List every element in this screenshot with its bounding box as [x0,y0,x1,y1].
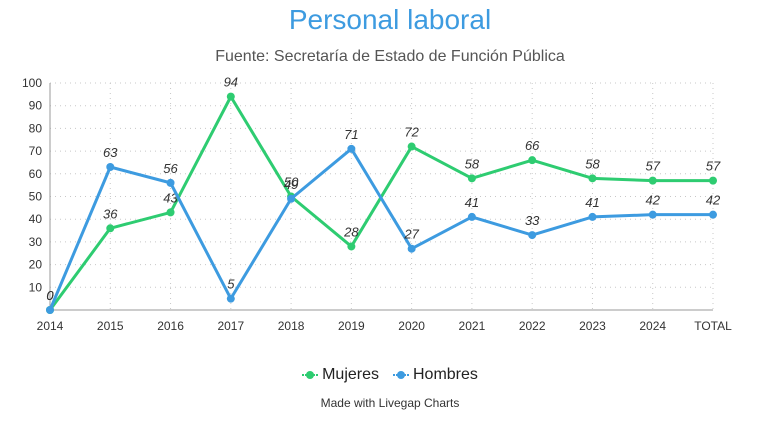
y-tick-label: 10 [29,280,43,294]
data-label-hombres: 5 [227,277,235,292]
y-tick-label: 20 [29,258,43,272]
data-label-hombres: 27 [403,227,419,242]
data-point-mujeres [588,174,597,183]
data-label-mujeres: 58 [585,156,600,171]
y-tick-label: 90 [29,99,43,113]
data-label-hombres: 0 [46,288,54,303]
x-tick-label: 2017 [217,319,244,333]
data-label-mujeres: 50 [284,175,299,190]
data-label-mujeres: 66 [525,138,540,153]
data-point-hombres [226,294,235,303]
data-point-hombres [287,194,296,203]
data-label-hombres: 49 [284,177,298,192]
x-tick-label: 2014 [37,319,64,333]
y-tick-label: 100 [22,76,42,90]
data-point-hombres [709,210,717,219]
data-label-hombres: 56 [163,161,178,176]
x-tick-label: 2019 [338,319,365,333]
data-label-mujeres: 36 [103,206,118,221]
data-point-mujeres [106,224,115,233]
data-point-hombres [46,306,54,314]
legend-label-mujeres: Mujeres [322,366,379,383]
data-label-hombres: 71 [344,127,358,142]
data-label-mujeres: 28 [343,224,359,239]
y-tick-label: 50 [29,190,43,204]
x-tick-label: 2022 [519,319,546,333]
data-label-hombres: 41 [585,195,599,210]
chart-subtitle: Fuente: Secretaría de Estado de Función … [215,48,565,65]
data-label-mujeres: 57 [706,159,721,174]
data-label-mujeres: 58 [465,156,480,171]
data-point-hombres [648,210,657,219]
data-point-mujeres [347,242,356,251]
y-tick-label: 30 [29,235,43,249]
data-label-hombres: 41 [465,195,479,210]
y-tick-label: 80 [29,121,43,135]
data-label-mujeres: 57 [645,159,660,174]
data-point-hombres [407,244,416,253]
chart-title: Personal laboral [288,4,492,35]
data-point-hombres [347,144,356,153]
data-point-mujeres [528,156,537,165]
data-label-mujeres: 0 [46,288,54,303]
x-tick-label: 2018 [278,319,305,333]
x-tick-label: TOTAL [694,319,732,333]
x-tick-label: 2015 [97,319,124,333]
x-tick-label: 2020 [398,319,425,333]
y-tick-label: 60 [29,167,43,181]
data-label-hombres: 63 [103,145,118,160]
chart-legend: Mujeres Hombres [0,366,780,384]
series-line-mujeres [48,95,713,311]
data-point-mujeres [226,92,235,101]
data-point-mujeres [467,174,476,183]
x-tick-label: 2021 [459,319,486,333]
series-line-hombres [48,147,713,311]
data-label-mujeres: 72 [404,125,419,140]
data-point-mujeres [648,176,657,185]
legend-item-mujeres[interactable]: Mujeres [302,366,379,384]
data-point-hombres [588,212,597,221]
legend-item-hombres[interactable]: Hombres [393,366,478,384]
y-tick-label: 70 [29,144,43,158]
data-point-hombres [106,162,115,171]
x-tick-label: 2024 [639,319,666,333]
data-point-mujeres [166,208,175,217]
x-tick-label: 2016 [157,319,184,333]
legend-swatch-mujeres [302,370,319,380]
legend-swatch-hombres [393,370,409,380]
data-label-hombres: 33 [525,213,540,228]
data-point-mujeres [709,176,717,185]
credit-text: Made with Livegap Charts [320,396,460,410]
y-tick-label: 40 [29,212,43,226]
x-tick-label: 2023 [579,319,606,333]
data-point-hombres [528,231,537,240]
data-label-mujeres: 94 [224,75,238,90]
data-point-mujeres [407,142,416,151]
data-label-hombres: 42 [706,193,721,208]
data-point-hombres [166,178,175,187]
data-point-hombres [467,212,476,221]
data-label-hombres: 42 [645,193,660,208]
legend-label-hombres: Hombres [413,366,478,383]
